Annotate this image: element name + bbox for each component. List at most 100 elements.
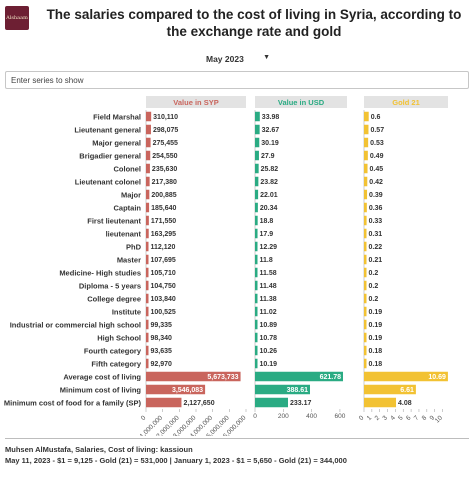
data-label: 0.21 <box>369 257 383 264</box>
tick-label: 3 <box>381 414 389 422</box>
data-label: 0.19 <box>369 335 383 342</box>
bar <box>364 228 367 239</box>
series-header <box>146 96 246 108</box>
category-label: Medicine- High studies <box>59 269 141 278</box>
series-header <box>364 96 448 108</box>
bar <box>255 384 311 395</box>
bar <box>146 189 150 200</box>
bar <box>146 345 149 356</box>
exchange-note: May 11, 2023 - $1 = 9,125 - Gold (21) = … <box>5 456 347 465</box>
bar <box>255 293 258 304</box>
data-label: 0.42 <box>369 179 383 186</box>
bar <box>255 332 258 343</box>
category-label: Brigadier general <box>79 152 141 161</box>
data-label: 25.82 <box>261 166 279 173</box>
tick-label: 200 <box>278 413 289 420</box>
bar <box>146 137 151 148</box>
bar <box>364 124 369 135</box>
tick-label: 8 <box>421 414 429 422</box>
category-label: Industrial or commercial high school <box>10 321 141 330</box>
data-label: 33.98 <box>262 114 280 121</box>
bar <box>255 267 258 278</box>
bar <box>364 280 367 291</box>
category-label: Minimum cost of living <box>60 386 142 395</box>
data-label: 233.17 <box>290 400 312 407</box>
tick-label: 400 <box>306 413 317 420</box>
data-label: 10.78 <box>260 335 278 342</box>
tick-label: 6 <box>405 414 413 422</box>
category-label: Captain <box>113 204 141 213</box>
bar-chart: Field Marshal Lieutenant general Major gen… <box>4 96 448 436</box>
date-select-value: May 2023 <box>206 54 244 64</box>
bar <box>146 111 152 122</box>
data-label: 0.18 <box>369 361 383 368</box>
date-select[interactable]: May 2023 ▼ <box>200 51 274 67</box>
data-label: 310,110 <box>153 114 178 121</box>
data-label: 30.19 <box>261 140 279 147</box>
data-label: 22.01 <box>260 192 278 199</box>
logo: Alshaam <box>5 6 29 30</box>
tick-label: 7 <box>413 414 421 422</box>
series-header <box>255 96 347 108</box>
bar <box>146 163 150 174</box>
bar <box>255 202 258 213</box>
data-label: 185,640 <box>151 205 176 212</box>
bar <box>364 371 448 382</box>
data-label: 10.89 <box>260 322 278 329</box>
category-label: Fourth category <box>84 347 142 356</box>
data-label: 98,340 <box>151 335 173 342</box>
bar <box>146 280 149 291</box>
category-label: Fifth category <box>91 360 141 369</box>
data-label: 621.78 <box>320 374 342 381</box>
series-header-label: Value in USD <box>278 98 325 107</box>
bar <box>255 254 258 265</box>
data-label: 107,695 <box>151 257 176 264</box>
data-label: 105,710 <box>151 270 176 277</box>
bar <box>364 189 368 200</box>
data-label: 20.34 <box>260 205 278 212</box>
bar <box>146 371 241 382</box>
bar <box>255 111 260 122</box>
bar <box>364 254 367 265</box>
data-label: 99,335 <box>151 322 173 329</box>
chart-title: The salaries compared to the cost of liv… <box>46 7 462 39</box>
series-search-input[interactable]: Enter series to show <box>5 71 469 89</box>
bar <box>146 228 149 239</box>
bar <box>364 306 367 317</box>
logo-text: Alshaam <box>6 15 28 21</box>
bar <box>364 202 367 213</box>
source-text: Muhsen AlMustafa, Salaries, Cost of livi… <box>5 445 193 454</box>
data-label: 10.19 <box>260 361 278 368</box>
bar <box>146 332 149 343</box>
category-label: Lieutenant colonel <box>75 178 141 187</box>
data-label: 298,075 <box>153 127 178 134</box>
bar <box>146 293 149 304</box>
data-label: 0.19 <box>369 322 383 329</box>
bar <box>255 345 258 356</box>
bar <box>364 111 369 122</box>
data-label: 4.08 <box>398 400 412 407</box>
data-label: 0.49 <box>370 153 384 160</box>
data-label: 0.2 <box>369 270 379 277</box>
data-label: 0.2 <box>369 296 379 303</box>
bar <box>255 397 289 408</box>
category-label: Average cost of living <box>63 373 141 382</box>
bar <box>146 176 150 187</box>
data-label: 0.53 <box>370 140 384 147</box>
data-label: 11.58 <box>260 270 277 277</box>
category-label: Major general <box>92 139 141 148</box>
bar <box>255 319 258 330</box>
bar <box>146 254 149 265</box>
data-label: 10.26 <box>260 348 278 355</box>
tick-label: 0 <box>140 414 148 422</box>
data-label: 104,750 <box>151 283 176 290</box>
data-label: 6.61 <box>400 387 414 394</box>
category-label: Minimum cost of food for a family (SP) <box>4 399 142 408</box>
bar <box>146 215 149 226</box>
data-label: 5,673,733 <box>207 374 238 381</box>
data-label: 27.9 <box>261 153 275 160</box>
tick-label: 9 <box>429 414 437 422</box>
bar <box>364 332 367 343</box>
data-label: 93,635 <box>151 348 173 355</box>
category-label: College degree <box>87 295 141 304</box>
